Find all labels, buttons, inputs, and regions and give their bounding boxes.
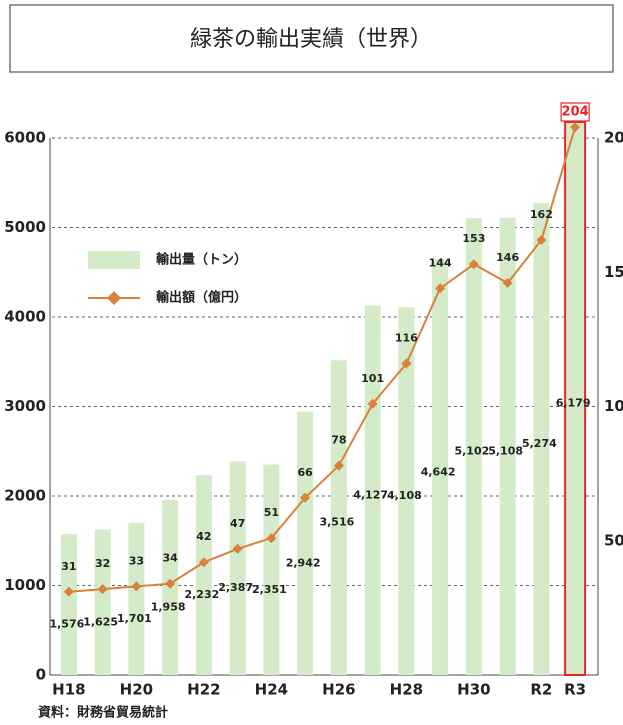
line-value-label: 116	[395, 332, 418, 345]
bar	[533, 202, 550, 676]
line-marker	[333, 460, 344, 471]
line-marker	[232, 543, 243, 554]
line-value-label: 31	[61, 560, 76, 573]
line-marker	[570, 122, 581, 133]
x-tick-label: R3	[564, 681, 586, 699]
line-value-label: 204	[562, 105, 589, 120]
line-value-label: 162	[530, 208, 553, 221]
bar-value-label: 4,108	[387, 489, 422, 502]
x-tick-label: H22	[187, 681, 220, 699]
line-marker	[131, 581, 142, 592]
y-tick-label: 6000	[4, 129, 46, 147]
y2-tick-label: 150	[604, 263, 623, 281]
bar	[195, 475, 212, 675]
x-tick-label: H18	[52, 681, 85, 699]
line-value-label: 66	[297, 466, 313, 479]
y-tick-label: 3000	[4, 397, 46, 415]
legend-marker	[107, 291, 121, 305]
line-value-label: 47	[230, 517, 245, 530]
bar	[398, 307, 415, 675]
bar	[564, 120, 587, 677]
line-value-label: 144	[429, 256, 452, 269]
x-tick-label: H28	[390, 681, 423, 699]
y2-tick-label: 100	[604, 397, 623, 415]
bar-value-label: 1,701	[117, 612, 152, 625]
x-tick-label: H20	[120, 681, 153, 699]
line-value-label: 78	[331, 434, 346, 447]
line-marker	[97, 584, 108, 595]
line-marker	[435, 283, 446, 294]
legend-label: 輸出額（億円）	[156, 290, 247, 306]
line-value-label: 51	[264, 506, 279, 519]
bar-value-label: 5,108	[488, 444, 523, 457]
line-marker	[63, 586, 74, 597]
bar-value-label: 4,127	[353, 488, 388, 501]
line-value-label: 101	[361, 372, 384, 385]
bar	[94, 529, 111, 675]
bar	[499, 217, 516, 676]
legend-swatch	[88, 251, 140, 269]
line-marker	[502, 277, 513, 288]
line-value-label: 32	[95, 557, 110, 570]
y-tick-label: 1000	[4, 576, 46, 594]
line-marker	[198, 557, 209, 568]
line-value-label: 153	[462, 232, 485, 245]
bar-value-label: 1,576	[49, 617, 84, 630]
bar	[465, 218, 482, 675]
bar	[128, 522, 145, 675]
bar-value-label: 2,351	[252, 583, 287, 596]
bar-value-label: 2,232	[184, 588, 219, 601]
line-value-label: 146	[496, 251, 519, 264]
source: 資料：財務省貿易統計	[38, 705, 168, 721]
line-marker	[300, 492, 311, 503]
y-tick-label: 2000	[4, 487, 46, 505]
line-value-label: 34	[162, 552, 178, 565]
bar	[263, 464, 280, 675]
line-value-label: 42	[196, 530, 211, 543]
bar	[297, 411, 314, 675]
line	[68, 126, 577, 593]
line-value-label: 33	[129, 554, 144, 567]
bar	[229, 461, 246, 675]
bar-value-label: 2,387	[218, 581, 253, 594]
bar	[60, 533, 77, 675]
line-marker	[367, 398, 378, 409]
x-tick-label: H30	[457, 681, 490, 699]
x-tick-label: R2	[530, 681, 552, 699]
bar-value-label: 1,625	[83, 615, 118, 628]
bar-value-label: 6,179	[556, 396, 591, 409]
line-marker	[266, 533, 277, 544]
bar-value-label: 5,102	[454, 445, 489, 458]
bar	[432, 259, 449, 675]
highlight-label-box	[560, 102, 590, 122]
bar-value-label: 5,274	[522, 437, 557, 450]
x-tick-label: H24	[255, 681, 288, 699]
line-marker	[536, 235, 547, 246]
line-marker	[401, 358, 412, 369]
y-tick-label: 0	[36, 666, 46, 684]
title-box	[9, 4, 614, 73]
bar-value-label: 3,516	[319, 516, 354, 529]
bar-value-label: 1,958	[151, 600, 186, 613]
y2-tick-label: 50	[604, 531, 623, 549]
line-marker	[165, 578, 176, 589]
bar-value-label: 2,942	[286, 556, 321, 569]
x-tick-label: H26	[322, 681, 355, 699]
y2-tick-label: 200	[604, 129, 623, 147]
chart-title: 緑茶の輸出実績（世界）	[190, 27, 432, 52]
bar-value-label: 4,642	[421, 465, 456, 478]
line-marker	[468, 259, 479, 270]
y-tick-label: 4000	[4, 308, 46, 326]
y-tick-label: 5000	[4, 218, 46, 236]
legend-label: 輸出量（トン）	[156, 252, 247, 268]
bar	[330, 360, 347, 675]
